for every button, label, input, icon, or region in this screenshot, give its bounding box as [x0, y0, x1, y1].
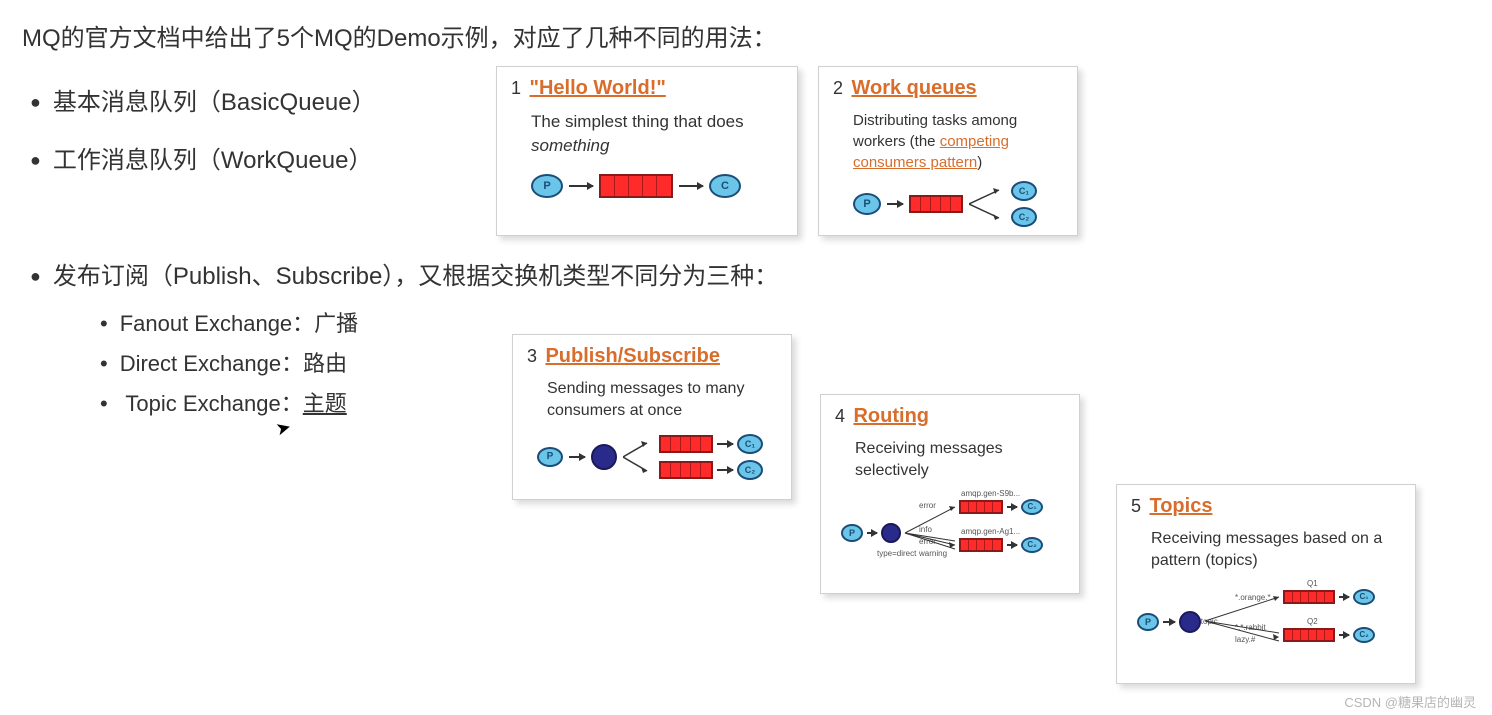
card-description: Receiving messages based on a pattern (t…: [1151, 528, 1401, 573]
card-header: 4 Routing: [835, 405, 1065, 428]
card-topics: 5 Topics Receiving messages based on a p…: [1116, 484, 1416, 684]
bullet-topic: Topic Exchange：主题: [100, 386, 347, 418]
card-title-link[interactable]: Work queues: [851, 77, 976, 99]
card-number: 4: [835, 406, 845, 426]
card-description: Receiving messages selectively: [855, 438, 1065, 483]
intro-text: MQ的官方文档中给出了5个MQ的Demo示例，对应了几种不同的用法：: [22, 18, 777, 53]
arrow-icon: [679, 185, 703, 187]
fanout-arrows-icon: [969, 182, 1005, 226]
bullet-pubsub: 发布订阅（Publish、Subscribe），又根据交换机类型不同分为三种：: [30, 256, 778, 291]
arrow-icon: [717, 469, 733, 471]
queue-icon: [599, 174, 673, 198]
card-title-link[interactable]: Routing: [853, 405, 929, 427]
topic-arrows-icon: [1199, 587, 1289, 657]
queue-label: amqp.gen-S9b...: [961, 489, 1020, 498]
arrow-icon: [1007, 544, 1017, 546]
card-hello-world: 1 "Hello World!" The simplest thing that…: [496, 66, 798, 236]
producer-node: P: [1137, 613, 1159, 631]
fanout-arrows-icon: [623, 433, 653, 481]
bullet-work-queue: 工作消息队列（WorkQueue）: [30, 140, 373, 175]
card-pubsub: 3 Publish/Subscribe Sending messages to …: [512, 334, 792, 500]
bullet-topic-pre: Topic Exchange：: [125, 391, 302, 416]
producer-node: P: [853, 193, 881, 215]
card-number: 3: [527, 346, 537, 366]
consumer-node-1: C₁: [1021, 499, 1043, 515]
queue-icon: [1283, 590, 1335, 604]
card-title-link[interactable]: Topics: [1149, 495, 1212, 517]
diagram-hello-world: P C: [531, 174, 783, 198]
bullet-topic-underline: 主题: [303, 391, 347, 416]
consumer-node-1: C₁: [1353, 589, 1375, 605]
arrow-icon: [569, 185, 593, 187]
exchange-node: [881, 523, 901, 543]
card-header: 2 Work queues: [833, 77, 1063, 100]
queue-icon: [909, 195, 963, 213]
queue-label: amqp.gen-Ag1...: [961, 527, 1020, 536]
card-header: 3 Publish/Subscribe: [527, 345, 777, 368]
card-work-queues: 2 Work queues Distributing tasks among w…: [818, 66, 1078, 236]
card-description: Distributing tasks among workers (the co…: [853, 110, 1063, 173]
queue-icon: [659, 461, 713, 479]
card-header: 1 "Hello World!": [511, 77, 783, 100]
diagram-routing: amqp.gen-S9b... amqp.gen-Ag1... type=dir…: [841, 497, 1065, 567]
queue-label: Q2: [1307, 617, 1318, 626]
arrow-icon: [867, 532, 877, 534]
card-routing: 4 Routing Receiving messages selectively…: [820, 394, 1080, 594]
exchange-node: [591, 444, 617, 470]
arrow-icon: [1339, 634, 1349, 636]
producer-node: P: [841, 524, 863, 542]
card-description: Sending messages to many consumers at on…: [547, 378, 777, 423]
exchange-node: [1179, 611, 1201, 633]
consumer-node-2: C₂: [1021, 537, 1043, 553]
consumer-node-1: C₁: [737, 434, 763, 454]
arrow-icon: [717, 443, 733, 445]
consumer-node-1: C₁: [1011, 181, 1037, 201]
arrow-icon: [1163, 621, 1175, 623]
card-title-link[interactable]: Publish/Subscribe: [545, 345, 719, 367]
producer-node: P: [537, 447, 563, 467]
queue-icon: [1283, 628, 1335, 642]
watermark-text: CSDN @糖果店的幽灵: [1344, 692, 1476, 711]
arrow-icon: [569, 456, 585, 458]
cursor-icon: ➤: [274, 416, 294, 440]
bullet-direct: Direct Exchange：路由: [100, 346, 347, 378]
card-number: 1: [511, 78, 521, 98]
queue-icon: [959, 500, 1003, 514]
diagram-topics: type=topic Q1 Q2 *.orange.* *.*.rabbit l…: [1137, 587, 1401, 657]
consumer-node-2: C₂: [1353, 627, 1375, 643]
card-description: The simplest thing that does something: [531, 110, 783, 158]
arrow-icon: [1007, 506, 1017, 508]
bullet-fanout: Fanout Exchange：广播: [100, 306, 358, 338]
bullet-basic-queue: 基本消息队列（BasicQueue）: [30, 82, 376, 117]
consumer-node-2: C₂: [737, 460, 763, 480]
queue-label: Q1: [1307, 579, 1318, 588]
queue-icon: [659, 435, 713, 453]
card-number: 5: [1131, 496, 1141, 516]
desc-text-post: ): [977, 154, 982, 171]
queue-icon: [959, 538, 1003, 552]
consumer-node: C: [709, 174, 741, 198]
diagram-pubsub: P C₁ C₂: [537, 433, 777, 481]
card-number: 2: [833, 78, 843, 98]
producer-node: P: [531, 174, 563, 198]
arrow-icon: [887, 203, 903, 205]
arrow-icon: [1339, 596, 1349, 598]
card-title-link[interactable]: "Hello World!": [529, 77, 665, 99]
consumer-node-2: C₂: [1011, 207, 1037, 227]
card-header: 5 Topics: [1131, 495, 1401, 518]
diagram-work-queues: P C₁ C₂: [853, 181, 1063, 227]
desc-text: The simplest thing that does: [531, 112, 744, 131]
desc-em: something: [531, 136, 609, 155]
